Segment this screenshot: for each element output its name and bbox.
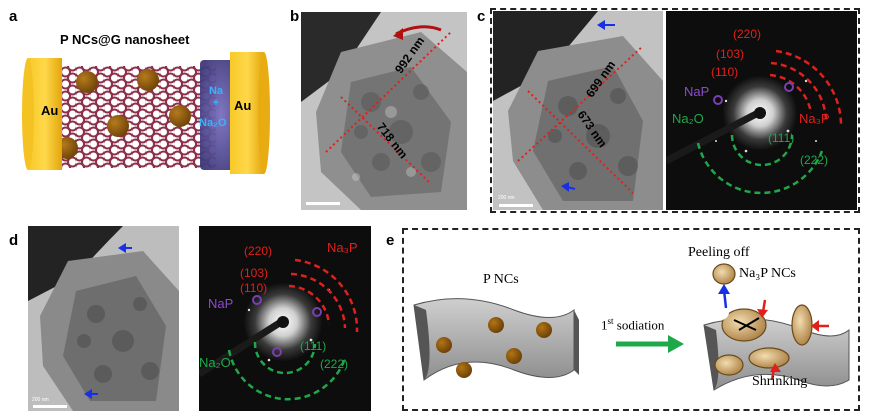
blue-arrow-icon bbox=[561, 182, 569, 192]
panel-c-frame bbox=[490, 8, 860, 213]
panel-d-na2o-label: Na₂O bbox=[199, 355, 231, 370]
panel-a-title: P NCs@G nanosheet bbox=[60, 32, 190, 47]
panel-a-device-diagram bbox=[22, 52, 270, 174]
panel-d-ring-103: (103) bbox=[240, 266, 269, 280]
panel-c-ring-111: (111) bbox=[768, 131, 795, 145]
na2o-label: Na₂O bbox=[199, 117, 227, 129]
p-nanocrystal bbox=[76, 71, 98, 93]
panel-d-ring-220: (220) bbox=[244, 244, 273, 258]
peeled-nanocrystal bbox=[712, 263, 736, 285]
panel-c-scale-bar-label: 200 nm bbox=[498, 195, 515, 201]
blue-arrow-icon bbox=[84, 389, 92, 399]
panel-c-tem-image bbox=[493, 11, 663, 210]
na3p-nanocrystal bbox=[748, 347, 790, 369]
panel-c-nap-label: NaP bbox=[684, 84, 710, 99]
panel-c-ring-103: (103) bbox=[716, 47, 745, 61]
na3p-nanocrystal bbox=[714, 354, 744, 376]
panel-c-na2o-label: Na₂O bbox=[672, 111, 704, 126]
p-nanocrystal bbox=[456, 362, 472, 378]
red-arrow-icon bbox=[757, 309, 768, 318]
panel-e-schematic bbox=[413, 263, 850, 391]
p-nanocrystal bbox=[169, 105, 191, 127]
panel-d-nap-label: NaP bbox=[208, 296, 234, 311]
panel-c-letter: c bbox=[477, 8, 486, 25]
panel-e-peeling-label: Peeling off bbox=[688, 245, 750, 260]
panel-a-letter: a bbox=[9, 8, 18, 25]
na-label: Na + bbox=[208, 85, 224, 109]
left-electrode-label: Au bbox=[41, 103, 59, 118]
panel-d-scale-bar-label: 200 nm bbox=[32, 397, 49, 403]
panel-e-pncs-label: P NCs bbox=[483, 272, 519, 287]
blue-arrow-icon bbox=[597, 20, 605, 30]
panel-d-na3p-label: Na₃P bbox=[327, 240, 358, 255]
panel-d-tem-image bbox=[28, 226, 179, 411]
panel-e-shrinking-label: Shrinking bbox=[752, 374, 808, 389]
measure-line-992 bbox=[325, 31, 452, 153]
measure-line-718 bbox=[340, 96, 432, 185]
panel-c-na3p-label: Na₃P bbox=[799, 111, 830, 126]
panel-d-ring-110: (110) bbox=[240, 281, 268, 295]
p-nanocrystal bbox=[436, 337, 452, 353]
panel-d-ring-111: (111) bbox=[300, 339, 327, 353]
panel-e-na3p-label: Na₃P NCs bbox=[739, 266, 796, 281]
na3p-nanocrystal bbox=[791, 304, 813, 346]
panel-e-letter: e bbox=[386, 232, 395, 249]
left-sheet bbox=[413, 298, 575, 381]
measure-line-699 bbox=[517, 45, 644, 162]
panel-c-ring-110: (110) bbox=[711, 65, 739, 79]
red-arrow-icon bbox=[811, 320, 819, 332]
blue-arrow-icon bbox=[118, 243, 126, 253]
p-nanocrystal bbox=[488, 317, 504, 333]
measure-line-673 bbox=[527, 90, 634, 194]
blue-arrow-icon bbox=[718, 284, 730, 294]
panel-e-step-label: 1st sodiation bbox=[601, 316, 665, 333]
panel-d-ring-222: (222) bbox=[320, 357, 349, 371]
red-arrow-icon bbox=[770, 363, 781, 372]
panel-d-saed-pattern bbox=[199, 226, 371, 411]
p-nanocrystal bbox=[536, 322, 552, 338]
panel-c-saed-pattern bbox=[666, 11, 857, 210]
panel-b-letter: b bbox=[290, 8, 300, 25]
panel-c-red-ring-labels: (220) bbox=[733, 27, 762, 41]
p-nanocrystal bbox=[506, 348, 522, 364]
p-nanocrystal bbox=[137, 69, 159, 91]
panel-e-frame bbox=[402, 228, 860, 411]
panel-c-ring-222: (222) bbox=[800, 153, 829, 167]
panel-d-letter: d bbox=[9, 232, 19, 249]
panel-b-tem-image bbox=[301, 12, 467, 210]
p-nanocrystal bbox=[107, 115, 129, 137]
right-electrode-label: Au bbox=[234, 98, 252, 113]
